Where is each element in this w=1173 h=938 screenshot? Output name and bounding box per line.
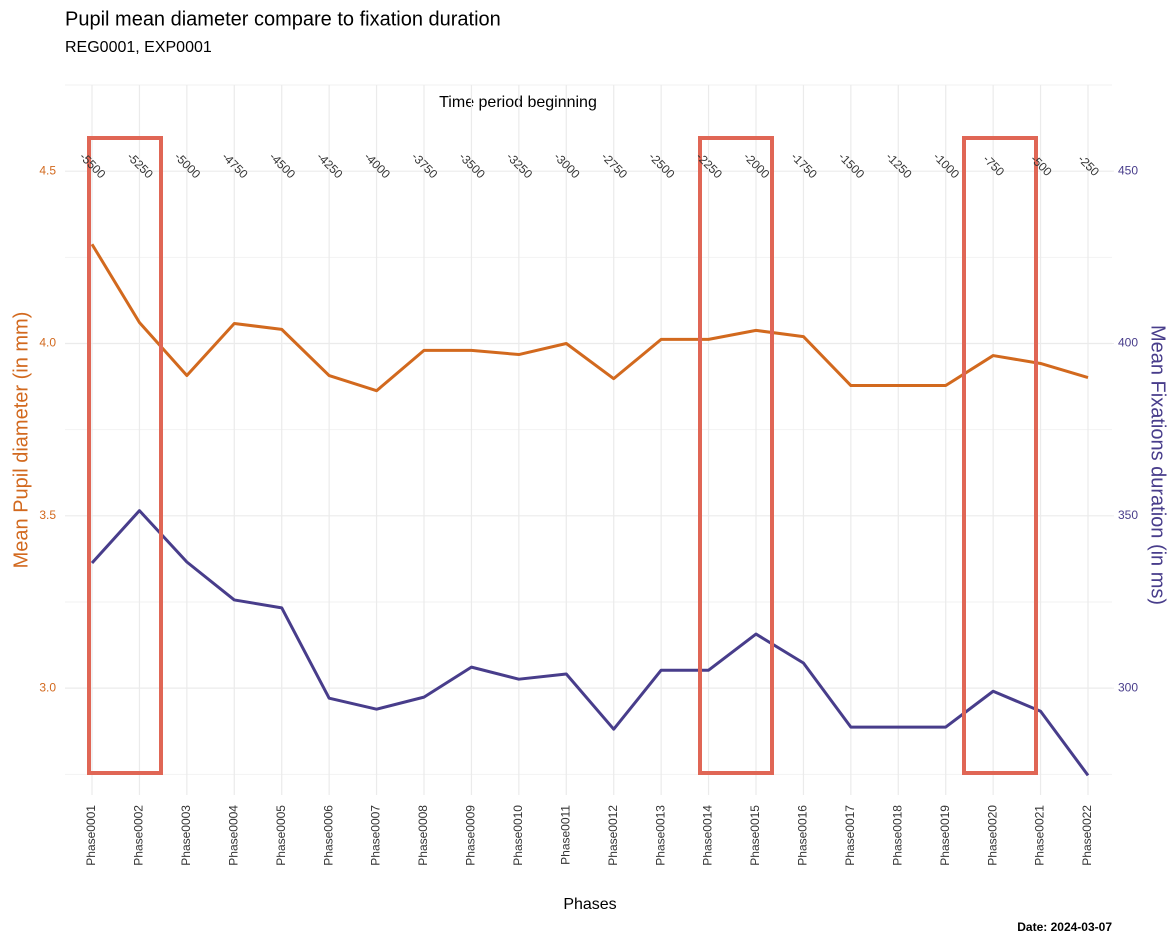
x-tick-label: Phase0004 bbox=[226, 805, 240, 866]
highlight-box bbox=[962, 136, 1038, 775]
x-tick-label: Phase0010 bbox=[511, 805, 525, 866]
grid bbox=[65, 84, 1114, 795]
chart-title: Pupil mean diameter compare to fixation … bbox=[65, 8, 501, 30]
top-tick-label: -3750 bbox=[409, 150, 441, 182]
top-tick-label: -1500 bbox=[836, 150, 868, 182]
top-tick-label: -2000 bbox=[741, 150, 773, 182]
top-tick-label: -750 bbox=[980, 152, 1007, 179]
x-tick-label: Phase0008 bbox=[416, 805, 430, 866]
highlights bbox=[87, 136, 1038, 775]
x-tick-label: Phase0013 bbox=[653, 805, 667, 866]
x-tick-label: Phase0006 bbox=[321, 805, 335, 866]
top-tick-label: -2750 bbox=[598, 150, 630, 182]
top-tick-label: -3250 bbox=[504, 150, 536, 182]
y2-tick-label: 450 bbox=[1118, 163, 1138, 177]
x-tick-label: Phase0019 bbox=[938, 805, 952, 866]
x-tick-label: Phase0003 bbox=[179, 805, 193, 866]
top-tick-label: -1750 bbox=[788, 150, 820, 182]
x-tick-label: Phase0020 bbox=[985, 805, 999, 866]
top-axis-title: Time period beginning bbox=[439, 94, 597, 111]
x-tick-label: Phase0021 bbox=[1033, 805, 1047, 866]
y2-tick-label: 400 bbox=[1118, 336, 1138, 350]
x-tick-label: Phase0015 bbox=[748, 805, 762, 866]
top-tick-label: -3500 bbox=[456, 150, 488, 182]
top-tick-label: -4500 bbox=[266, 150, 298, 182]
top-tick-label: -5250 bbox=[124, 150, 156, 182]
y-tick-label: 4.0 bbox=[39, 336, 56, 350]
x-tick-label: Phase0009 bbox=[464, 805, 478, 866]
series-line bbox=[90, 509, 1090, 777]
marks bbox=[90, 243, 1090, 777]
series-line bbox=[90, 243, 1089, 393]
top-tick-label: -4750 bbox=[219, 150, 251, 182]
top-tick-label: -500 bbox=[1028, 152, 1055, 179]
highlight-box bbox=[87, 136, 163, 775]
x-tick-label: Phase0012 bbox=[606, 805, 620, 866]
y2-axis-title: Mean Fixations duration (in ms) bbox=[1147, 325, 1169, 605]
top-tick-label: -5000 bbox=[172, 150, 204, 182]
x-tick-label: Phase0002 bbox=[132, 805, 146, 866]
x-tick-label: Phase0018 bbox=[890, 805, 904, 866]
top-tick-label: -1250 bbox=[883, 150, 915, 182]
y-axis-title: Mean Pupil diameter (in mm) bbox=[10, 312, 32, 569]
top-tick-label: -250 bbox=[1075, 152, 1102, 179]
y-tick-label: 3.0 bbox=[39, 680, 56, 694]
x-tick-label: Phase0016 bbox=[796, 805, 810, 866]
x-tick-label: Phase0005 bbox=[274, 805, 288, 866]
y-tick-label: 3.5 bbox=[39, 508, 56, 522]
x-tick-label: Phase0011 bbox=[558, 805, 572, 865]
y2-tick-label: 300 bbox=[1118, 680, 1138, 694]
top-tick-label: -3000 bbox=[551, 150, 583, 182]
top-tick-label: -4000 bbox=[361, 150, 393, 182]
highlight-box bbox=[698, 136, 774, 775]
top-tick-label: -5500 bbox=[77, 150, 109, 182]
top-tick-label: -2500 bbox=[646, 150, 678, 182]
top-tick-label: -1000 bbox=[930, 150, 962, 182]
x-tick-label: Phase0022 bbox=[1080, 805, 1094, 866]
top-tick-label: -4250 bbox=[314, 150, 346, 182]
x-axis-title: Phases bbox=[563, 896, 616, 913]
y-tick-label: 4.5 bbox=[39, 163, 56, 177]
y2-tick-label: 350 bbox=[1118, 508, 1138, 522]
x-tick-label: Phase0007 bbox=[369, 805, 383, 866]
x-tick-label: Phase0017 bbox=[843, 805, 857, 866]
x-tick-label: Phase0014 bbox=[701, 805, 715, 866]
chart-subtitle: REG0001, EXP0001 bbox=[65, 39, 212, 56]
x-tick-label: Phase0001 bbox=[84, 805, 98, 866]
caption: Date: 2024-03-07 bbox=[1017, 920, 1112, 934]
